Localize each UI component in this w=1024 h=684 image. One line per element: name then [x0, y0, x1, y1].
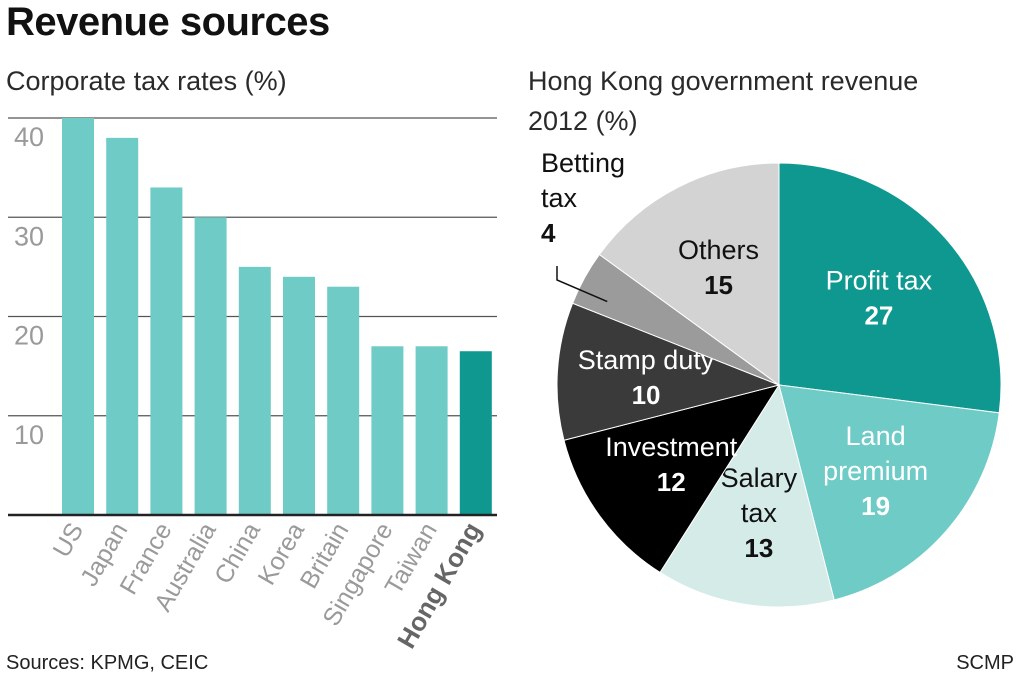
pie-label-investment-line-0: Investment	[605, 432, 738, 462]
bar-chart-title: Corporate tax rates (%)	[6, 66, 287, 96]
pie-label-land-premium-line-1: premium	[823, 456, 928, 486]
pie-chart-title-line-1: Hong Kong government revenue	[528, 66, 919, 96]
pie-value-profit-tax: 27	[864, 300, 893, 330]
pie-slice-profit-tax	[778, 162, 1002, 414]
page-title: Revenue sources	[6, 0, 330, 44]
pie-slice-others	[598, 162, 780, 386]
pie-slice-land-premium	[778, 384, 1000, 601]
pie-value-investment: 12	[657, 467, 686, 497]
bar-australia	[194, 217, 227, 515]
pie-chart: Profit tax 27 Land premium 19 Salary tax 13 Inve…	[541, 148, 1002, 608]
pie-value-salary-tax: 13	[744, 533, 773, 563]
pie-slice-stamp-duty	[556, 302, 781, 441]
pie-label-betting-tax-line-1: tax	[541, 183, 578, 213]
pie-label-profit-tax-line-0: Profit tax	[826, 265, 933, 295]
y-tick-label-10: 10	[14, 420, 44, 450]
pie-label-salary-tax-line-0: Salary	[721, 463, 798, 493]
y-tick-label-20: 20	[14, 321, 44, 351]
pie-value-others: 15	[704, 270, 733, 300]
pie-value-betting-tax: 4	[541, 218, 556, 248]
publisher-credit: SCMP	[956, 652, 1014, 674]
y-tick-label-40: 40	[14, 122, 44, 152]
pie-label-betting-tax-line-0: Betting	[541, 148, 625, 178]
bar-china	[238, 266, 271, 515]
pie-slice-investment	[563, 384, 781, 574]
pie-label-salary-tax-line-1: tax	[741, 498, 778, 528]
pie-value-land-premium: 19	[861, 491, 890, 521]
leader-line-betting-tax	[556, 266, 608, 303]
x-category-label-us: US	[48, 518, 90, 562]
y-tick-label-30: 30	[14, 221, 44, 251]
bar-britain	[327, 286, 360, 515]
pie-chart-title-line-2: 2012 (%)	[528, 106, 638, 136]
bar-singapore	[371, 346, 404, 515]
bar-korea	[283, 276, 315, 515]
pie-label-land-premium-line-0: Land	[846, 421, 906, 451]
bar-france	[150, 187, 183, 515]
sources-note: Sources: KPMG, CEIC	[6, 652, 209, 674]
pie-value-stamp-duty: 10	[632, 380, 661, 410]
pie-label-others-line-0: Others	[678, 235, 759, 265]
bar-chart: 10203040USJapanFranceAustraliaChinaKorea…	[8, 117, 497, 653]
bar-japan	[106, 137, 139, 515]
pie-slice-salary-tax	[659, 383, 835, 608]
bar-us	[62, 118, 94, 515]
bar-hong-kong	[459, 351, 492, 515]
bar-taiwan	[415, 346, 448, 515]
